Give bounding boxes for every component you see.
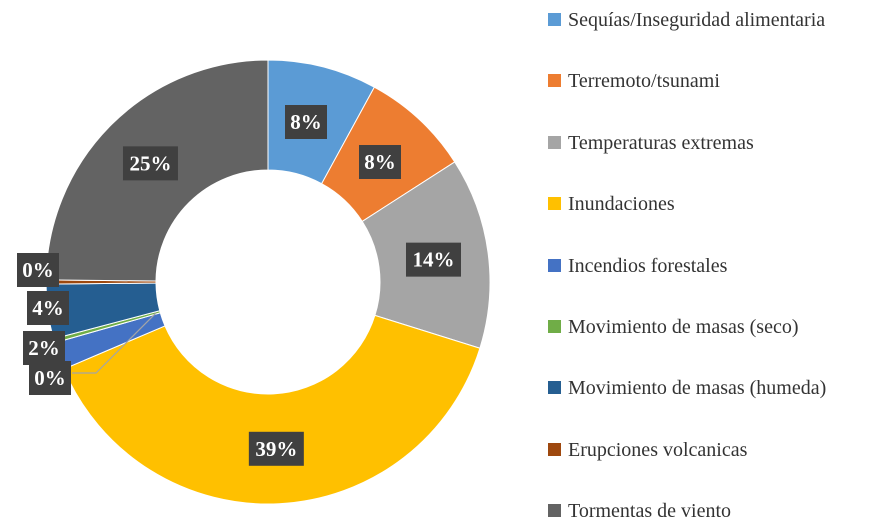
legend-entry: Sequías/Inseguridad alimentaria: [548, 7, 879, 33]
legend-swatch: [548, 320, 561, 333]
label-box: [27, 291, 69, 325]
legend-label: Movimiento de masas (seco): [568, 316, 799, 338]
legend-swatch: [548, 13, 561, 26]
label-box: [122, 146, 178, 181]
data-label: 14%: [412, 248, 454, 272]
leader-line: [72, 312, 157, 374]
legend-entry: Terremoto/tsunami: [548, 68, 879, 94]
legend-entry: Erupciones volcanicas: [548, 437, 879, 463]
data-label: 0%: [34, 366, 66, 390]
label-box: [17, 253, 59, 287]
legend-swatch: [548, 135, 561, 149]
label-box: [405, 242, 461, 277]
legend-entry: Incendios forestales: [548, 253, 879, 279]
legend-entry: Movimiento de masas (humeda): [548, 375, 879, 401]
data-label: 4%: [32, 296, 64, 320]
legend-swatch: [548, 258, 561, 272]
legend-label: Movimiento de masas (humeda): [568, 377, 827, 400]
legend-swatch: [548, 197, 561, 211]
legend-entry: Tormentas de viento: [548, 498, 879, 524]
data-label: 8%: [290, 110, 322, 134]
legend-label: Erupciones volcanicas: [568, 438, 748, 461]
legend-entry: Movimiento de masas (seco): [548, 314, 879, 340]
legend-swatch: [548, 381, 561, 395]
label-box: [248, 431, 304, 466]
legend-label: Sequías/Inseguridad alimentaria: [568, 9, 826, 31]
legend-entry: Temperaturas extremas: [548, 130, 879, 156]
label-box: [285, 105, 327, 139]
data-label: 8%: [364, 150, 396, 174]
data-label: 25%: [129, 151, 171, 175]
legend-label: Incendios forestales: [568, 254, 728, 277]
data-label: 0%: [22, 258, 54, 282]
legend-swatch: [548, 504, 561, 518]
data-label: 39%: [255, 437, 297, 461]
label-box: [29, 361, 71, 395]
data-label: 2%: [28, 336, 60, 360]
slice: [63, 314, 481, 505]
chart: 8% 8% 14% 39% 2% 0% 4% 0% 25%: [17, 59, 491, 505]
legend-entry: Inundaciones: [548, 191, 879, 217]
label-box: [23, 331, 65, 365]
legend-label: Tormentas de viento: [568, 500, 731, 523]
legend-swatch: [548, 442, 561, 456]
legend-label: Terremoto/tsunami: [568, 70, 720, 93]
legend-swatch: [548, 74, 561, 88]
label-box: [359, 145, 401, 179]
legend-label: Temperaturas extremas: [568, 131, 754, 154]
legend-label: Inundaciones: [568, 193, 675, 216]
